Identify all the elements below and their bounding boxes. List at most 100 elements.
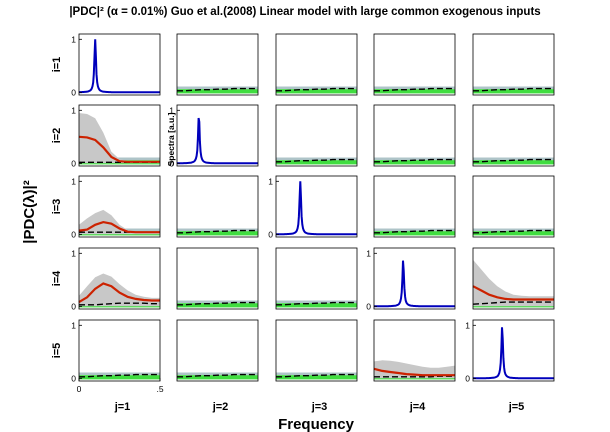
confidence-band xyxy=(79,113,160,164)
panel-frame xyxy=(373,33,456,96)
pdc-line xyxy=(373,367,455,377)
col-label: j=3 xyxy=(311,401,328,413)
panel-frame xyxy=(78,33,161,96)
x-tick-label: 0 xyxy=(77,384,82,394)
y-tick-label: 1 xyxy=(71,320,76,330)
panel-background xyxy=(177,105,258,166)
null-band-upper xyxy=(473,157,554,161)
panel-background xyxy=(177,248,258,309)
null-band-lower xyxy=(276,89,357,94)
panel-background xyxy=(374,176,455,237)
threshold-line xyxy=(276,301,357,306)
panel-frame xyxy=(78,104,161,167)
y-tick-label: 0 xyxy=(71,158,76,168)
threshold-line xyxy=(177,301,258,306)
pdc-line xyxy=(78,220,160,234)
panel-frame xyxy=(373,175,456,238)
y-tick-label: 0 xyxy=(366,301,371,311)
panel-background xyxy=(473,105,554,166)
threshold-line xyxy=(177,87,258,92)
col-label: j=5 xyxy=(508,401,525,413)
confidence-band xyxy=(79,209,160,235)
y-tick-label: 1 xyxy=(71,105,76,115)
panel-frame xyxy=(78,175,161,238)
panel-background xyxy=(473,176,554,237)
panel-background xyxy=(276,105,357,166)
panel-frame xyxy=(373,247,456,310)
null-band-lower xyxy=(177,231,258,236)
panel-frame xyxy=(373,104,456,167)
panel-background xyxy=(79,320,160,381)
null-band-upper xyxy=(374,157,455,161)
panel-frame xyxy=(275,319,358,382)
panel-frame xyxy=(78,319,161,382)
panel-frame xyxy=(176,175,259,238)
y-axis-label: |PDC(λ)|² xyxy=(21,180,38,243)
threshold-line xyxy=(473,87,554,92)
threshold-line xyxy=(177,229,258,234)
null-band-upper xyxy=(276,300,357,304)
panel-frame xyxy=(176,247,259,310)
panel-frame xyxy=(275,33,358,96)
spectra-line xyxy=(78,39,160,94)
threshold-line xyxy=(374,229,455,234)
pdc-line xyxy=(472,285,554,301)
y-tick-label: 0 xyxy=(71,373,76,383)
row-label: i=2 xyxy=(51,128,63,144)
null-band-lower xyxy=(473,89,554,94)
pdc-line xyxy=(78,135,160,163)
null-band-lower xyxy=(276,160,357,165)
panel-frame xyxy=(373,319,456,382)
null-band-lower xyxy=(473,160,554,165)
null-band-upper xyxy=(473,228,554,232)
threshold-line xyxy=(79,302,160,306)
panel-frame xyxy=(472,175,555,238)
x-tick-label: .5 xyxy=(156,384,163,394)
y-tick-label: 1 xyxy=(268,176,273,186)
panel-background xyxy=(276,34,357,95)
null-band-lower xyxy=(276,375,357,380)
null-band-lower xyxy=(177,89,258,94)
panel-frame xyxy=(176,104,259,167)
confidence-band xyxy=(473,259,554,307)
row-label: i=1 xyxy=(51,57,63,73)
null-band-upper xyxy=(473,86,554,90)
threshold-line xyxy=(276,158,357,163)
null-band-upper xyxy=(276,86,357,90)
null-band-lower xyxy=(374,89,455,94)
spectra-line xyxy=(176,117,258,165)
panel-frame xyxy=(275,247,358,310)
null-band-lower xyxy=(473,231,554,236)
null-band-lower xyxy=(374,160,455,165)
row-label: i=3 xyxy=(51,199,63,215)
y-tick-label: 1 xyxy=(71,176,76,186)
x-axis-label: Frequency xyxy=(278,416,355,432)
null-band-upper xyxy=(79,157,160,161)
row-label: i=4 xyxy=(51,270,63,286)
y-tick-label: 1 xyxy=(71,248,76,258)
panel-background xyxy=(374,105,455,166)
y-tick-label: 1 xyxy=(366,248,371,258)
null-band-lower xyxy=(177,303,258,308)
diagonal-spectra-label: Spectra [a.u.] xyxy=(166,112,176,166)
threshold-line xyxy=(473,158,554,163)
null-band-upper xyxy=(177,372,258,376)
threshold-line xyxy=(177,373,258,378)
panel-background xyxy=(473,320,554,381)
panel-background xyxy=(177,320,258,381)
confidence-band xyxy=(374,360,455,379)
panel-background xyxy=(177,176,258,237)
threshold-line xyxy=(374,158,455,163)
y-tick-label: 0 xyxy=(465,373,470,383)
panel-frame xyxy=(472,33,555,96)
y-tick-label: 1 xyxy=(169,105,174,115)
panel-background xyxy=(177,34,258,95)
pdc-line xyxy=(78,282,160,304)
y-tick-label: 0 xyxy=(71,301,76,311)
y-tick-label: 0 xyxy=(169,158,174,168)
null-band-lower xyxy=(374,231,455,236)
panel-frame xyxy=(472,104,555,167)
confidence-band xyxy=(79,273,160,307)
panel-frame xyxy=(176,33,259,96)
